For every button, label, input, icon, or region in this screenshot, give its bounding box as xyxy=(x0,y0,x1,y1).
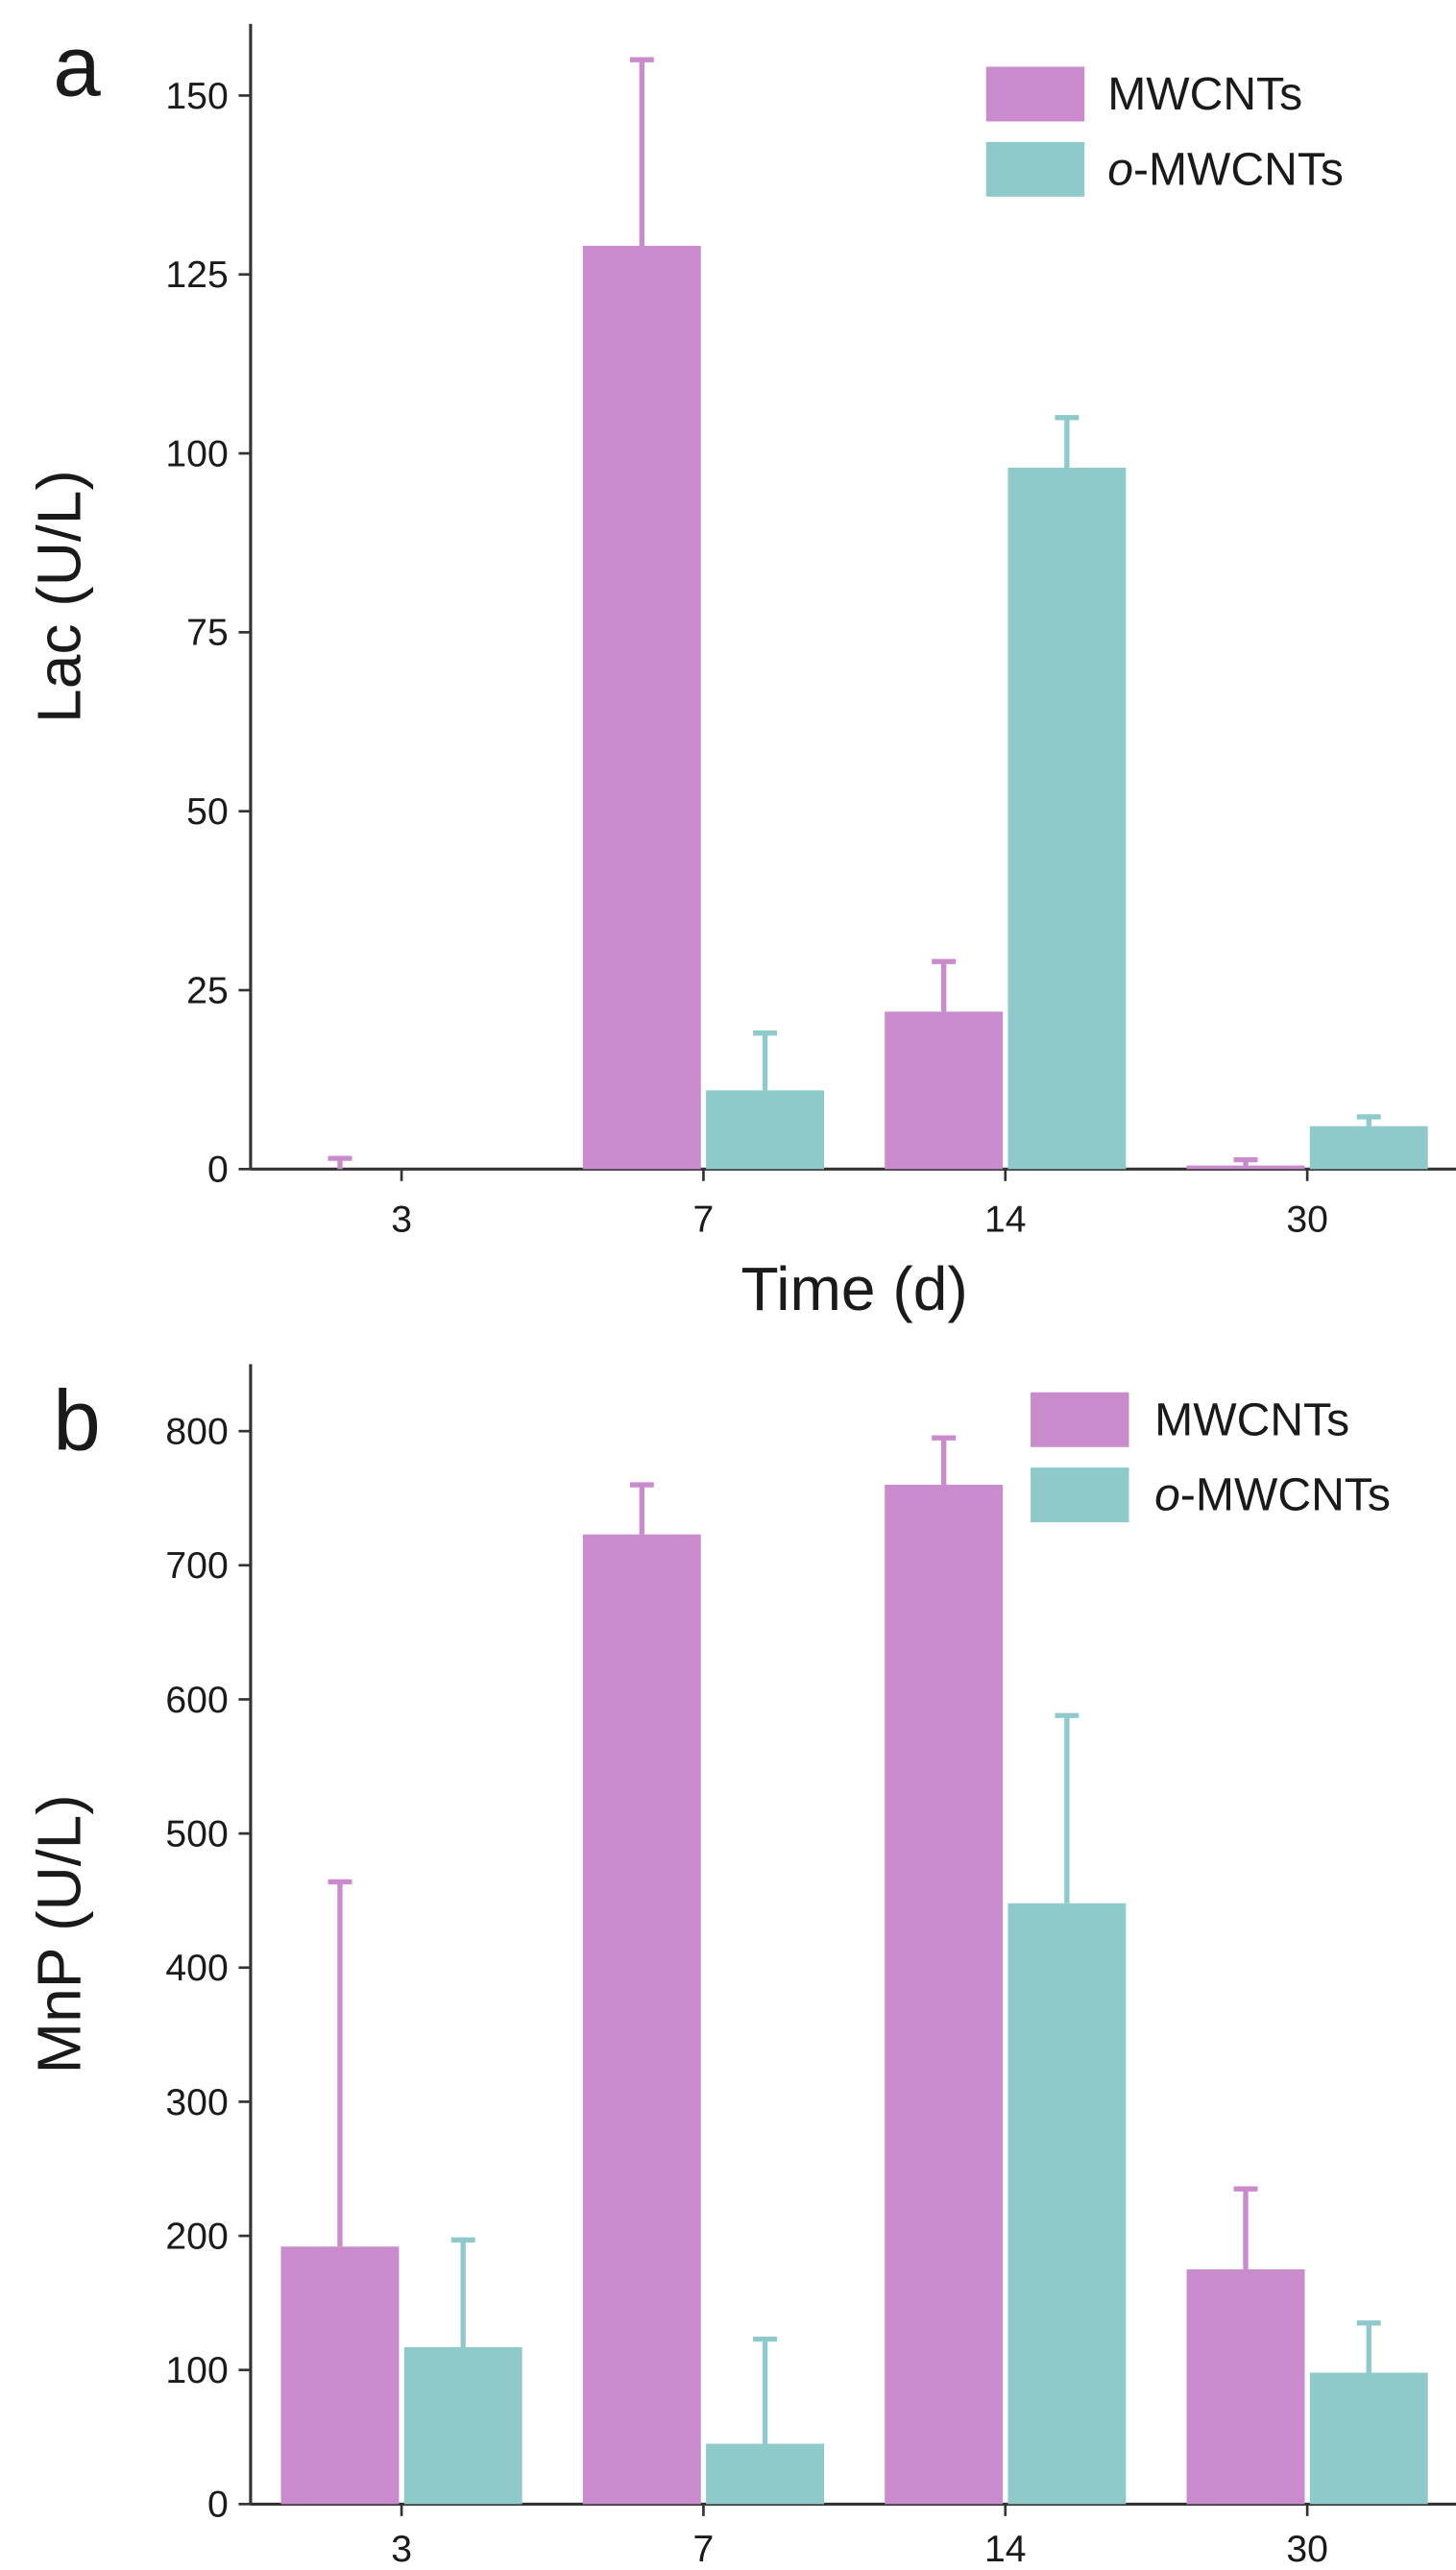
panel-label: a xyxy=(53,18,101,114)
y-tick-label: 0 xyxy=(207,2485,229,2526)
bar-mwcnts xyxy=(582,245,701,1170)
x-tick-label: 7 xyxy=(693,1199,715,1240)
x-tick-label: 14 xyxy=(984,1199,1027,1240)
x-axis-title: Time (d) xyxy=(740,1254,967,1323)
x-tick-label: 3 xyxy=(391,2529,412,2570)
y-tick-label: 100 xyxy=(165,2350,228,2391)
bar-o-mwcnts xyxy=(1309,2372,1428,2505)
y-tick-label: 400 xyxy=(165,1948,228,1989)
bar-mwcnts xyxy=(280,2246,400,2505)
legend-label-text: -MWCNTs xyxy=(1133,143,1344,195)
bar-o-mwcnts xyxy=(403,2346,522,2505)
y-tick-label: 50 xyxy=(186,791,229,833)
y-tick-label: 150 xyxy=(165,76,228,117)
y-tick-label: 100 xyxy=(165,433,228,474)
bar-mwcnts xyxy=(885,1011,1004,1170)
legend-label-text: MWCNTs xyxy=(1154,1394,1349,1445)
legend-swatch-mwcnts xyxy=(985,66,1085,122)
y-tick-label: 125 xyxy=(165,255,228,296)
bar-mwcnts xyxy=(582,1534,701,2505)
bar-o-mwcnts xyxy=(706,2443,824,2505)
y-tick-label: 300 xyxy=(165,2082,228,2123)
chart-panel-b: b0100200300400500600700800371430Time (d)… xyxy=(25,1364,1456,2570)
bar-mwcnts xyxy=(1186,2268,1305,2505)
y-axis-title: MnP (U/L) xyxy=(25,1794,94,2073)
legend-swatch-mwcnts xyxy=(1031,1392,1129,1447)
legend-swatch-o-mwcnts xyxy=(1031,1467,1129,1523)
legend-label-italic-prefix: o xyxy=(1107,143,1133,195)
bar-o-mwcnts xyxy=(1007,467,1127,1170)
x-tick-label: 7 xyxy=(693,2529,715,2570)
bar-mwcnts xyxy=(1186,1165,1305,1170)
bar-mwcnts xyxy=(885,1485,1004,2505)
x-tick-label: 14 xyxy=(984,2529,1027,2570)
legend-label-o-mwcnts: o-MWCNTs xyxy=(1107,143,1344,195)
legend-label-o-mwcnts: o-MWCNTs xyxy=(1154,1469,1391,1521)
y-tick-label: 75 xyxy=(186,613,229,654)
y-tick-label: 200 xyxy=(165,2216,228,2257)
y-tick-label: 600 xyxy=(165,1680,228,1721)
chart-panel-a: a 0 25 50 75 100 125 150 3 7 14 30 Time (d) Lac (U/L)… xyxy=(25,18,1456,1323)
bar-o-mwcnts xyxy=(1309,1126,1428,1170)
legend-label-mwcnts: MWCNTs xyxy=(1154,1394,1349,1445)
y-tick-label: 0 xyxy=(207,1150,229,1191)
legend: MWCNTs o-MWCNTs xyxy=(985,66,1344,197)
x-tick-label: 3 xyxy=(391,1199,412,1240)
legend-label-text: MWCNTs xyxy=(1107,68,1302,120)
legend: MWCNTs o-MWCNTs xyxy=(1031,1392,1391,1523)
y-tick-label: 500 xyxy=(165,1813,228,1855)
legend-swatch-o-mwcnts xyxy=(985,141,1085,197)
bar-o-mwcnts xyxy=(706,1090,824,1170)
bar-o-mwcnts xyxy=(1007,1903,1127,2505)
y-tick-label: 25 xyxy=(186,970,229,1011)
y-axis-title: Lac (U/L) xyxy=(25,470,94,723)
panel-label: b xyxy=(53,1371,101,1467)
x-tick-label: 30 xyxy=(1286,1199,1328,1240)
legend-label-text: -MWCNTs xyxy=(1180,1469,1391,1521)
y-tick-label: 700 xyxy=(165,1545,228,1587)
legend-label-mwcnts: MWCNTs xyxy=(1107,68,1302,120)
y-tick-label: 800 xyxy=(165,1412,228,1453)
x-tick-label: 30 xyxy=(1286,2529,1328,2570)
legend-label-italic-prefix: o xyxy=(1154,1469,1180,1521)
